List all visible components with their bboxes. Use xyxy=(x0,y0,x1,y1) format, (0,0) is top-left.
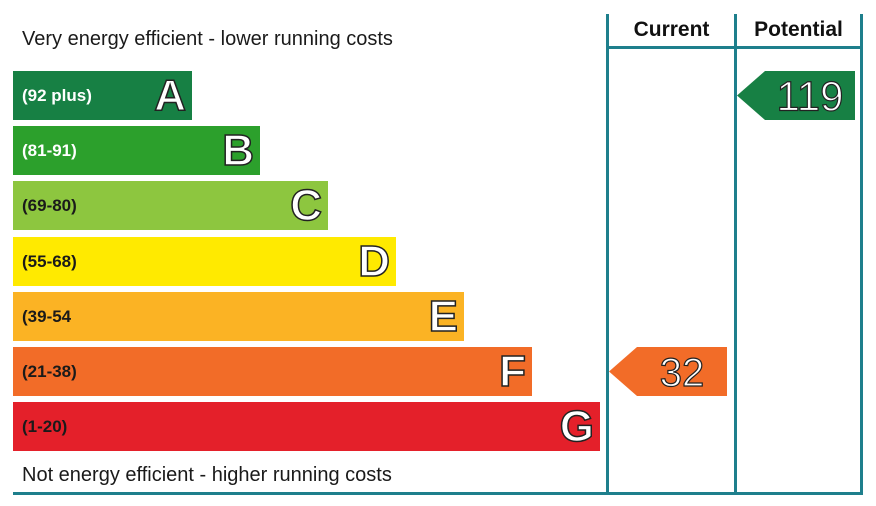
potential-rating-arrow-shape xyxy=(737,71,855,120)
band-letter: A xyxy=(153,70,186,121)
band-d: (55-68) D xyxy=(13,236,396,287)
band-range-label: (81-91) xyxy=(22,141,77,160)
band-range-label: (21-38) xyxy=(22,362,77,381)
band-a: (92 plus) A xyxy=(13,70,192,121)
band-b: (81-91) B xyxy=(13,125,260,176)
current-column-header: Current xyxy=(633,18,710,41)
bottom-caption: Not energy efficient - higher running co… xyxy=(22,464,392,486)
band-c: (69-80) C xyxy=(13,180,328,231)
potential-rating-arrow: 119 xyxy=(737,71,855,120)
current-rating-arrow-value: 32 xyxy=(660,351,705,395)
band-letter: D xyxy=(357,236,390,287)
band-f: (21-38) F xyxy=(13,346,532,397)
potential-rating-arrow-value: 119 xyxy=(777,73,844,120)
bottom-rule xyxy=(13,492,863,495)
current-rating-arrow: 32 xyxy=(609,347,727,396)
divider-left xyxy=(606,14,609,495)
header-rule xyxy=(606,46,863,49)
band-letter: B xyxy=(221,125,254,176)
band-letter: C xyxy=(289,180,322,231)
potential-column-header: Potential xyxy=(754,18,843,41)
current-rating-arrow-shape xyxy=(609,347,727,396)
band-letter: F xyxy=(498,346,526,397)
divider-middle xyxy=(734,14,737,495)
band-range-label: (55-68) xyxy=(22,252,77,271)
band-g: (1-20) G xyxy=(13,401,600,452)
top-caption: Very energy efficient - lower running co… xyxy=(22,28,393,50)
band-range-label: (69-80) xyxy=(22,196,77,215)
band-e: (39-54 E xyxy=(13,291,464,342)
band-letter: E xyxy=(428,291,459,342)
divider-right xyxy=(860,14,863,495)
band-letter: G xyxy=(559,401,595,452)
band-range-label: (92 plus) xyxy=(22,86,92,105)
band-range-label: (39-54 xyxy=(22,307,72,326)
band-range-label: (1-20) xyxy=(22,417,68,436)
